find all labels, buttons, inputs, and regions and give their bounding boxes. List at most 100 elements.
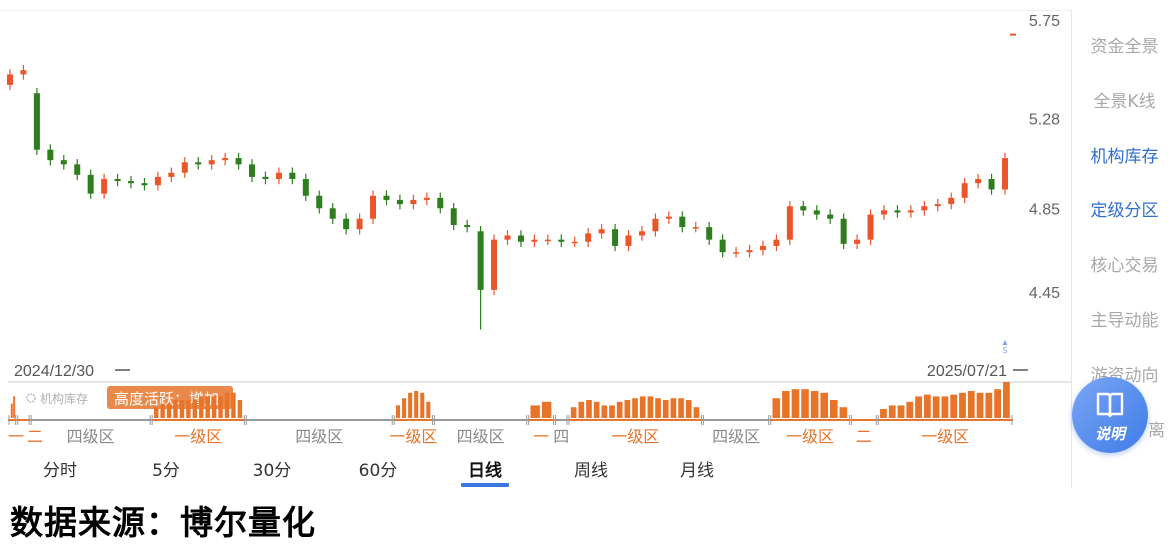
- indicator-legend-label: 机构库存: [40, 391, 88, 406]
- candle: [665, 211, 672, 224]
- candle-body: [585, 233, 592, 242]
- book-icon: [1096, 392, 1124, 418]
- candle: [598, 223, 605, 239]
- candle: [87, 169, 94, 199]
- candle-body: [222, 158, 229, 161]
- candle: [464, 219, 471, 233]
- candle-body: [128, 181, 135, 184]
- candle: [975, 173, 982, 189]
- candle-body: [20, 70, 27, 75]
- candle: [262, 171, 269, 185]
- candle: [504, 230, 511, 245]
- zone-label: 一级区: [174, 427, 222, 446]
- activity-bar: [685, 400, 692, 418]
- candle-body: [477, 231, 484, 290]
- tab-period[interactable]: 分时: [43, 461, 77, 481]
- candle: [773, 234, 780, 252]
- tab-period[interactable]: 周线: [574, 461, 608, 481]
- candle-body: [47, 149, 54, 161]
- sidebar-item[interactable]: 机构库存: [1090, 146, 1159, 167]
- candle: [733, 246, 740, 258]
- candle: [571, 236, 578, 247]
- activity-bar: [408, 392, 413, 418]
- activity-bar: [830, 400, 838, 418]
- activity-bar: [932, 396, 940, 418]
- candle-body: [800, 206, 807, 211]
- candle-body: [679, 216, 686, 228]
- y-tick-label: 4.45: [1029, 285, 1060, 302]
- candle-body: [423, 197, 430, 200]
- activity-bar: [160, 403, 165, 418]
- candle: [477, 226, 484, 330]
- candle-body: [894, 210, 901, 213]
- tab-period[interactable]: 5分: [152, 461, 180, 481]
- candle: [437, 192, 444, 214]
- sidebar-item[interactable]: 离: [1148, 420, 1165, 441]
- candle-body: [1002, 158, 1008, 190]
- candle: [907, 205, 914, 218]
- candle-body: [87, 174, 94, 194]
- tab-period[interactable]: 日线: [468, 461, 502, 481]
- zone-segment: 一级区: [389, 391, 437, 446]
- candle: [114, 173, 121, 187]
- candle-body: [141, 183, 148, 186]
- tab-period[interactable]: 60分: [358, 461, 398, 481]
- candle-body: [208, 160, 215, 165]
- candle: [60, 154, 67, 170]
- candle-body: [464, 225, 471, 228]
- candle: [813, 205, 820, 220]
- activity-bar: [166, 403, 172, 418]
- sidebar-item[interactable]: 定级分区: [1090, 201, 1159, 222]
- marker-label: S: [1002, 346, 1007, 355]
- activity-bar: [237, 400, 243, 418]
- activity-bar: [976, 392, 984, 418]
- candle-body: [437, 197, 444, 209]
- activity-bar: [678, 398, 684, 418]
- candle: [168, 167, 175, 183]
- activity-bar: [772, 398, 781, 418]
- candle: [101, 173, 108, 199]
- candle-body: [370, 195, 377, 219]
- activity-bar: [426, 401, 431, 418]
- sidebar-item[interactable]: 核心交易: [1090, 256, 1159, 277]
- candle: [47, 144, 54, 166]
- activity-bar: [906, 401, 914, 418]
- activity-bar: [941, 396, 949, 418]
- zone-segment: 四级区: [433, 415, 528, 446]
- sidebar-item[interactable]: 资金全景: [1090, 37, 1159, 57]
- activity-bar: [820, 392, 829, 418]
- zone-segment: 一: [527, 401, 555, 446]
- candle: [948, 192, 955, 210]
- sidebar-item[interactable]: 全景K线: [1093, 91, 1156, 112]
- candle: [74, 159, 81, 181]
- activity-bar: [205, 396, 210, 418]
- candle-body: [262, 176, 269, 179]
- help-button-label: 说明: [1094, 425, 1125, 443]
- tab-period[interactable]: 30分: [252, 461, 292, 481]
- tab-period[interactable]: 月线: [680, 461, 714, 481]
- kline-chart[interactable]: 5.75 5.28 4.85 4.45 S 2024/12/30 2025/07/21 机构库…: [0, 0, 1071, 452]
- candle-body: [733, 252, 740, 254]
- activity-bar: [624, 400, 631, 418]
- candle: [154, 171, 161, 191]
- candle-body: [343, 218, 350, 230]
- zone-label: 二: [27, 427, 43, 446]
- activity-bar: [402, 398, 407, 418]
- help-button[interactable]: 说明: [1072, 377, 1148, 453]
- candle: [894, 205, 901, 218]
- activity-bar: [839, 407, 848, 418]
- candle-body: [719, 239, 726, 253]
- zone-segment: 四: [553, 415, 569, 446]
- activity-bar: [601, 405, 608, 418]
- candle: [706, 221, 713, 245]
- activity-bar: [231, 392, 236, 418]
- activity-bar: [192, 400, 198, 418]
- zone-label: 一: [533, 427, 549, 446]
- activity-bar: [13, 396, 16, 418]
- candle-body: [249, 164, 256, 177]
- candle: [289, 167, 296, 185]
- sidebar-item[interactable]: 主导动能: [1090, 311, 1159, 331]
- candle-body: [316, 195, 323, 209]
- candle: [517, 230, 524, 247]
- candle: [921, 200, 928, 216]
